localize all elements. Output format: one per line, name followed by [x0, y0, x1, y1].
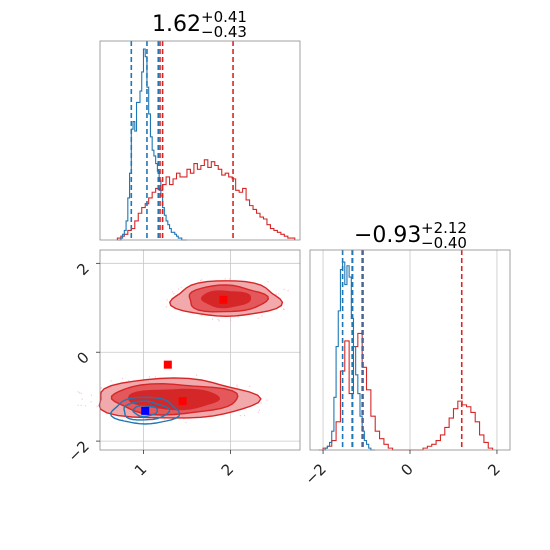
scatter-point [199, 280, 202, 282]
scatter-point [154, 376, 157, 378]
x-tick-label: 2 [484, 460, 503, 479]
scatter-point [84, 405, 87, 407]
contour-blue-region0-level2 [132, 405, 159, 418]
scatter-point [228, 278, 231, 280]
scatter-point [121, 377, 124, 380]
histogram-series-blue [323, 261, 376, 451]
scatter-point [267, 281, 269, 283]
scatter-point [261, 315, 263, 317]
scatter-point [217, 318, 219, 321]
scatter-point [157, 419, 159, 421]
marginal-param1-frame [99, 40, 301, 241]
scatter-point [77, 404, 79, 406]
marginal-histogram-param1 [99, 40, 301, 241]
scatter-point [96, 405, 98, 408]
y-tick-label: 2 [73, 259, 92, 278]
scatter-point [277, 293, 280, 295]
param1-title-value: 1.62 [152, 12, 201, 37]
scatter-point [166, 299, 168, 301]
scatter-point [90, 394, 93, 396]
scatter-point [100, 387, 103, 389]
marker-blue-0 [141, 406, 150, 415]
param1-title-lower: −0.43 [201, 23, 247, 41]
param1-title-upper: +0.41 [201, 8, 247, 26]
x-tick-label: 1 [131, 460, 150, 479]
scatter-point [164, 418, 166, 420]
scatter-point [81, 398, 83, 400]
scatter-point [266, 399, 268, 401]
x-tick-label: −2 [301, 460, 329, 488]
scatter-point [275, 293, 277, 295]
histogram-series-red [318, 332, 494, 451]
scatter-point [78, 392, 81, 394]
scatter-point [243, 414, 246, 417]
param2-title: −0.93 +2.12 −0.40 [354, 219, 467, 252]
scatter-point [257, 317, 259, 319]
scatter-point [211, 318, 214, 320]
scatter-point [148, 376, 151, 378]
marker-red-1 [163, 360, 172, 369]
scatter-point [180, 287, 182, 289]
scatter-point [236, 384, 238, 386]
marginal-histogram-param2: −2 0 2 [301, 249, 511, 488]
scatter-point [200, 279, 203, 281]
scatter-point [239, 414, 242, 417]
scatter-point [260, 402, 262, 404]
scatter-point [224, 278, 226, 280]
histogram-series-red [116, 159, 296, 240]
param1-title: 1.62 +0.41 −0.43 [152, 8, 247, 41]
marker-red-2 [178, 397, 187, 406]
scatter-point [218, 320, 220, 322]
scatter-point [258, 409, 261, 411]
x-tick-label: 2 [218, 460, 237, 479]
scatter-point [287, 290, 289, 292]
joint-contour-panel: 1 2 −2 0 2 [64, 249, 301, 480]
y-tick-label: 0 [73, 348, 92, 367]
scatter-point [230, 319, 232, 321]
y-tick-label: −2 [64, 437, 92, 465]
scatter-point [185, 421, 187, 424]
histogram-series-blue [117, 48, 187, 241]
scatter-point [80, 392, 82, 395]
joint-panel-frame [99, 249, 301, 451]
param2-title-value: −0.93 [354, 223, 421, 248]
scatter-point [237, 316, 239, 318]
param2-title-upper: +2.12 [421, 219, 467, 237]
contour-blue-region0-level0 [109, 396, 181, 425]
scatter-point [173, 292, 175, 295]
marker-red-0 [219, 295, 228, 304]
contour-blue-region0-level1 [123, 400, 171, 421]
scatter-point [195, 374, 198, 376]
x-tick-label: 0 [397, 460, 416, 479]
param2-title-lower: −0.40 [421, 234, 467, 252]
scatter-point [128, 379, 130, 382]
scatter-point [257, 411, 259, 413]
scatter-point [110, 380, 112, 382]
scatter-point [283, 288, 285, 291]
scatter-point [77, 391, 79, 393]
scatter-point [236, 386, 238, 388]
scatter-point [177, 288, 180, 290]
scatter-point [171, 291, 174, 293]
scatter-point [90, 401, 92, 403]
scatter-point [80, 404, 82, 407]
scatter-point [248, 385, 251, 387]
scatter-point [283, 308, 285, 310]
scatter-point [200, 314, 203, 316]
scatter-point [165, 306, 168, 308]
